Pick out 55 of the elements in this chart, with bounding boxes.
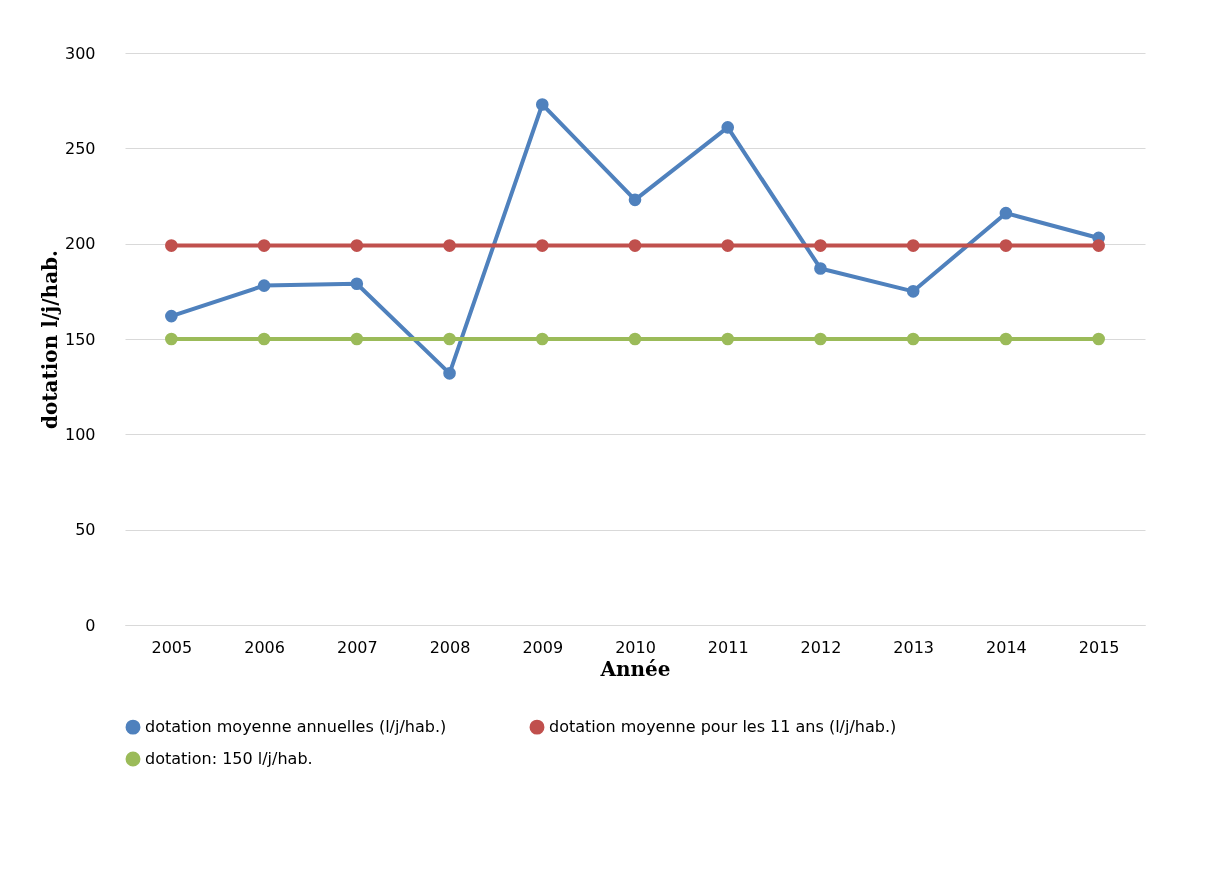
x-tick-label: 2012 xyxy=(800,637,842,657)
point xyxy=(257,332,271,346)
x-tick-label: 2011 xyxy=(707,637,749,657)
point xyxy=(443,239,456,252)
legend-label: dotation: 150 l/j/hab. xyxy=(145,749,313,768)
x-tick-label: 2015 xyxy=(1078,637,1120,657)
point xyxy=(165,332,178,346)
x-tick-label: 2008 xyxy=(429,637,471,657)
point xyxy=(999,332,1013,346)
point xyxy=(350,277,364,291)
point xyxy=(999,206,1013,220)
point xyxy=(165,309,178,323)
point xyxy=(165,239,178,252)
point xyxy=(535,239,549,252)
y-tick-label: 200 xyxy=(64,234,96,254)
point xyxy=(443,332,456,346)
point xyxy=(350,332,364,346)
y-tick-label: 250 xyxy=(64,138,96,158)
point xyxy=(628,239,642,252)
y-tick-label: 50 xyxy=(75,520,96,540)
point xyxy=(443,367,456,380)
legend-label: dotation moyenne pour les 11 ans (l/j/hab.) xyxy=(549,717,897,737)
point xyxy=(1092,239,1105,252)
point xyxy=(814,239,827,252)
point xyxy=(814,262,827,275)
x-tick-label: 2014 xyxy=(986,637,1027,657)
x-axis-title: Année xyxy=(599,656,671,681)
x-tick-label: 2013 xyxy=(893,637,935,657)
point xyxy=(628,332,642,346)
point xyxy=(906,332,920,346)
x-tick-label: 2006 xyxy=(244,637,285,657)
point xyxy=(535,98,549,111)
point xyxy=(721,332,735,346)
y-axis-title: dotation l/j/hab. xyxy=(37,249,62,430)
point xyxy=(257,279,271,292)
point xyxy=(814,332,827,346)
point xyxy=(257,239,271,252)
x-tick-label: 2005 xyxy=(151,637,193,657)
y-tick-label: 100 xyxy=(64,424,96,444)
y-tick-label: 300 xyxy=(64,43,96,63)
legend-label: dotation moyenne annuelles (l/j/hab.) xyxy=(145,717,447,737)
y-tick-label: 150 xyxy=(64,329,96,349)
x-tick-label: 2010 xyxy=(615,637,656,657)
x-tick-label: 2007 xyxy=(336,637,378,657)
point xyxy=(721,121,735,134)
y-tick-label: 0 xyxy=(85,615,96,635)
point xyxy=(999,239,1013,252)
point xyxy=(1092,332,1105,346)
point xyxy=(906,239,920,252)
point xyxy=(350,239,364,252)
point xyxy=(721,239,735,252)
point xyxy=(535,332,549,346)
point xyxy=(906,285,920,298)
x-tick-label: 2009 xyxy=(522,637,564,657)
point xyxy=(628,193,642,207)
